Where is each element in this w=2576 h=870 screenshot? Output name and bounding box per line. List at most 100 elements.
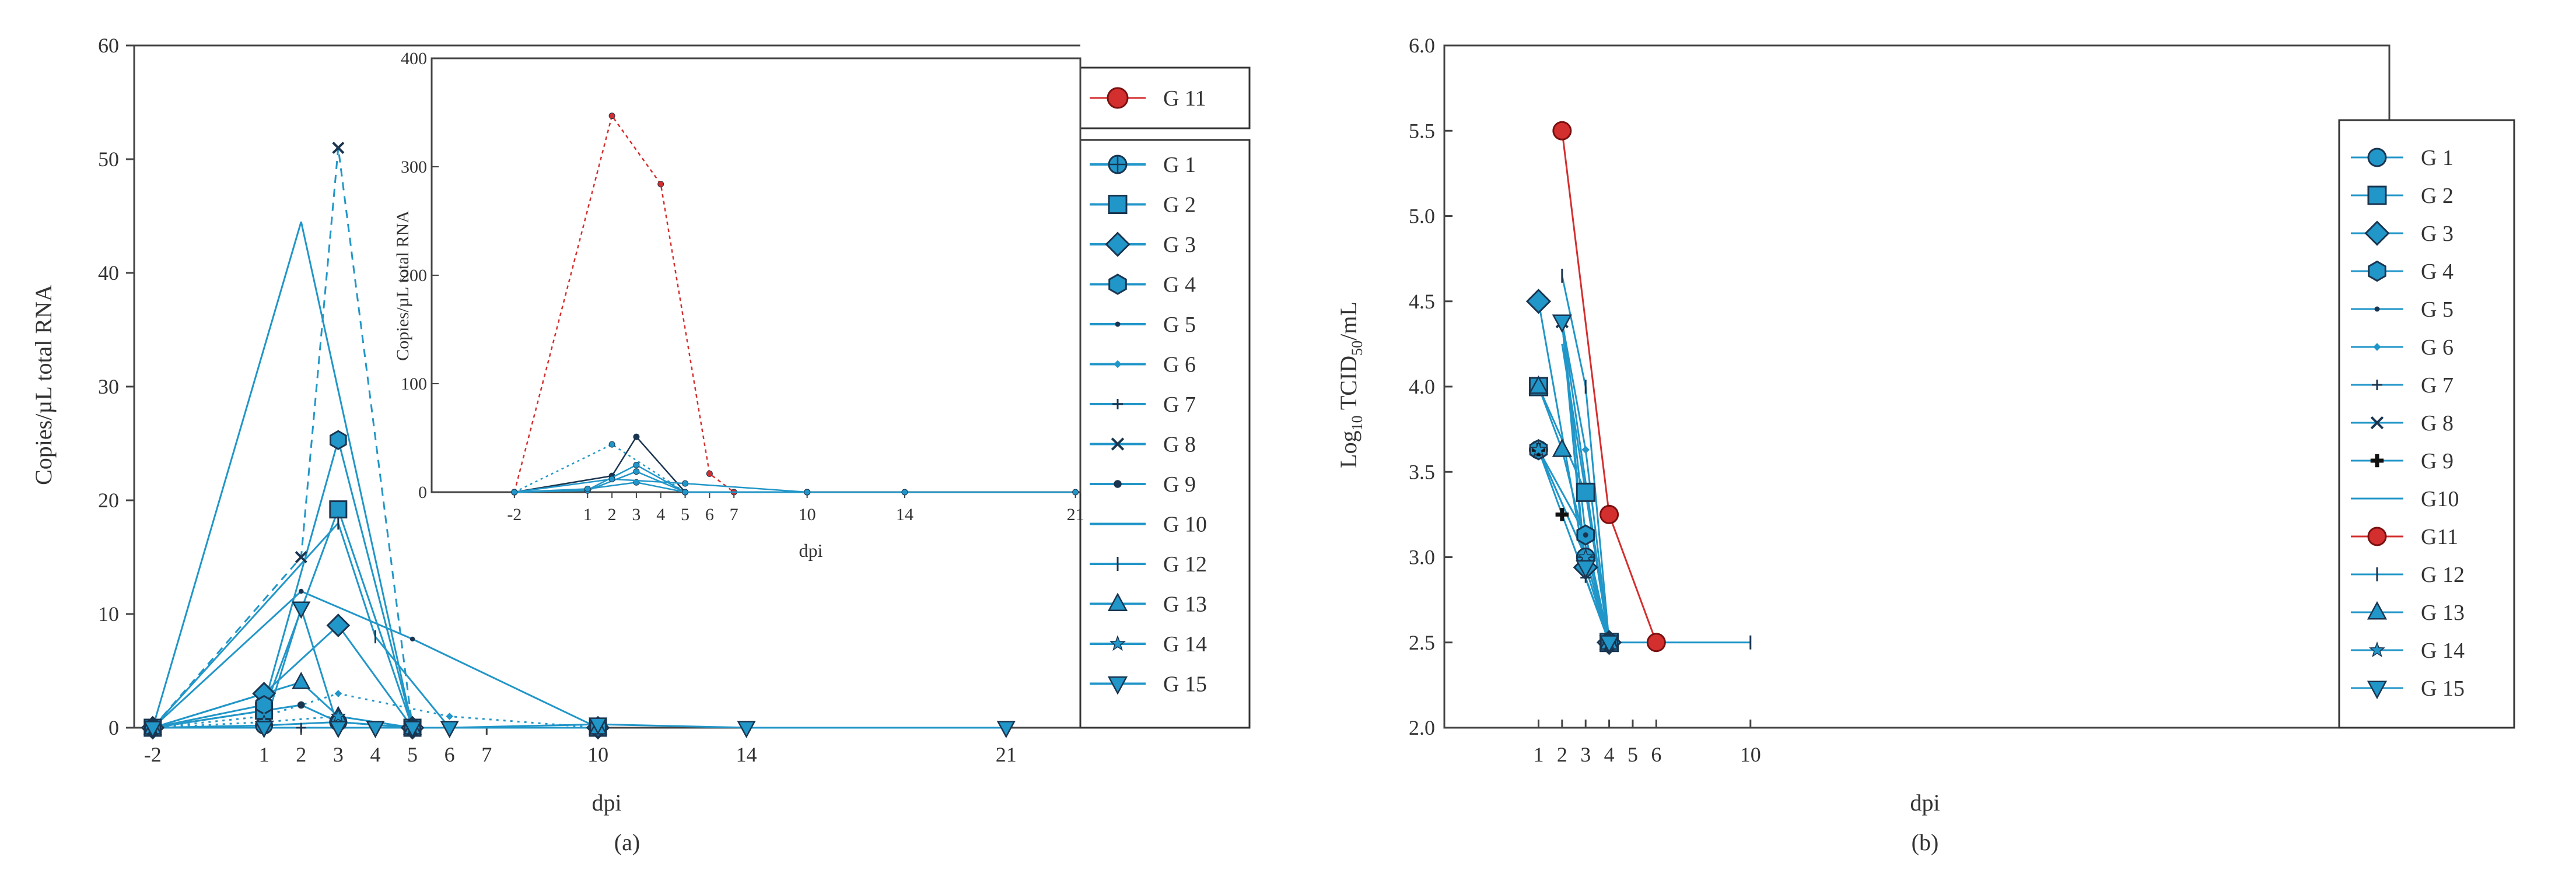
panel-b-point-g-6-1 <box>1581 445 1590 454</box>
panel-a-point-g-15-2 <box>292 601 311 619</box>
panel-a-point-g-8-1-shape <box>295 550 307 564</box>
panel-a-point-g-15-0-shape <box>143 721 162 739</box>
legend-b-marker-g-4-shape <box>2368 260 2386 282</box>
panel-a-point-g-7-1-shape <box>296 722 306 733</box>
inset-frame <box>430 57 1082 493</box>
legend-b-marker-g-9 <box>2370 454 2384 468</box>
inset-point-g-10-1 <box>608 441 615 448</box>
panel-b-ytick-4.0: 4.0 <box>1409 375 1435 398</box>
panel-b-point-g-14-0-shape <box>1530 441 1547 457</box>
legend-a-label-g-13: G 13 <box>1163 592 1207 617</box>
panel-a-point-g-15-4 <box>366 721 385 739</box>
panel-a-series-g-14 <box>152 715 413 729</box>
legend-b-label-g-7: G 7 <box>2421 373 2454 398</box>
panel-a-series-g-8 <box>152 148 414 728</box>
panel-b-point-g-9-1-shape <box>1555 508 1569 521</box>
legend-a-marker-g-11-shape <box>1107 87 1129 109</box>
legend-b-marker-g-14 <box>2368 641 2386 658</box>
legend-b-marker-g-6-shape <box>2373 343 2381 351</box>
panel-a-point-g-5-1 <box>299 588 304 594</box>
panel-b-point-g-13-0-shape <box>1528 375 1549 394</box>
panel-a-xtick-2: 2 <box>296 743 306 766</box>
legend-a-marker-g-5-shape <box>1115 321 1121 327</box>
panel-b-point-g-5-1-shape <box>1583 532 1588 538</box>
legend-b-marker-g-4 <box>2368 260 2386 282</box>
panel-a-point-g-8-2 <box>332 141 345 155</box>
ylabel-log: Log <box>1335 430 1362 468</box>
panel-b-point-g-14-0 <box>1530 441 1547 457</box>
panel-a-xtick-21: 21 <box>996 743 1017 766</box>
legend-a-label-g-14: G 14 <box>1163 632 1207 657</box>
inset-ytick-400: 400 <box>401 49 427 68</box>
legend-a-marker-g-9 <box>1114 480 1122 488</box>
legend-a-marker-g-3-shape <box>1105 231 1130 257</box>
legend-b-label-g-12: G 12 <box>2421 563 2465 587</box>
panel-a-point-g-14-2-shape <box>330 708 346 723</box>
panel-b-point-g11-2 <box>1646 633 1666 653</box>
panel-a-point-g-4-2-shape <box>330 430 347 450</box>
panel-a-point-g-15-9 <box>996 721 1016 739</box>
legend-a-label-g-5: G 5 <box>1163 313 1196 337</box>
legend-b-label-g-2: G 2 <box>2421 184 2454 208</box>
legend-b-label-g-5: G 5 <box>2421 297 2454 322</box>
legend-a-label-g-2: G 2 <box>1163 193 1196 218</box>
panel-b-point-g-15-2 <box>1599 635 1619 654</box>
legend-a-label-g-11: G 11 <box>1163 86 1206 111</box>
panel-b-point-g-6-1-shape <box>1581 445 1590 454</box>
panel-a-point-g-15-3 <box>328 721 348 739</box>
legend-b-marker-g-9-shape <box>2370 454 2384 468</box>
legend-b-marker-g-7 <box>2372 380 2382 390</box>
panel-a-ytick-40: 40 <box>98 261 119 285</box>
legend-a-marker-g-13-shape <box>1107 592 1128 611</box>
panel-a-point-g-5-1-shape <box>299 588 304 594</box>
legend-b-marker-g-3 <box>2364 220 2390 246</box>
panel-a-point-g-15-3-shape <box>328 721 348 739</box>
inset-point-g-5-2 <box>682 480 689 487</box>
panel-b-point-g-3-0 <box>1525 289 1552 314</box>
legend-a-marker-g-15 <box>1107 676 1128 695</box>
legend-a-marker-g-1-cross <box>1109 156 1126 173</box>
panel-b-ytick-2.5: 2.5 <box>1409 631 1435 654</box>
panel-a-xtick-7: 7 <box>481 743 492 766</box>
panel-a-point-g-7-1 <box>296 722 306 733</box>
legend-b-marker-g-1 <box>2367 148 2387 167</box>
legend-b-marker-g-15 <box>2367 680 2388 700</box>
legend-a-marker-g-13 <box>1107 592 1128 611</box>
inset-xtick-2: 2 <box>608 505 617 524</box>
panel-a: Copies/µL total RNA dpi (a) Copies/µL to… <box>30 34 1251 855</box>
panel-b-point-g11-2-shape <box>1646 633 1666 653</box>
legend-b-label-g-14: G 14 <box>2421 639 2465 663</box>
panel-a-xtick-14: 14 <box>736 743 757 766</box>
panel-b-point-g-15-1 <box>1576 560 1596 579</box>
inset-xtick-3: 3 <box>632 505 640 524</box>
legend-b-label-g-8: G 8 <box>2421 411 2454 436</box>
ylabel-sub-10: 10 <box>1349 415 1366 430</box>
legend-b-marker-g-7-shape <box>2372 380 2382 390</box>
inset-xtick-1: 1 <box>583 505 592 524</box>
panel-b-point-g11-0-shape <box>1552 121 1572 141</box>
inset-ylabel: Copies/µL total RNA <box>393 211 412 361</box>
panel-b-ytick-5.0: 5.0 <box>1409 205 1435 228</box>
legend-b-marker-g-5-shape <box>2374 306 2380 312</box>
legend-a-label-g-15: G 15 <box>1163 672 1207 697</box>
panel-a-point-g-2-2 <box>329 500 348 519</box>
panel-b-ytick-3.5: 3.5 <box>1409 460 1435 483</box>
panel-a-ytick-50: 50 <box>98 148 119 171</box>
panel-b-xtick-6: 6 <box>1651 743 1661 766</box>
legend-b-marker-g-2-shape <box>2367 185 2387 205</box>
panel-b-ylabel: Log10 TCID50/mL <box>1335 301 1366 468</box>
panel-b-xtick-4: 4 <box>1604 743 1615 766</box>
legend-b-marker-g-6 <box>2373 343 2381 351</box>
panel-b-point-g-13-0 <box>1528 375 1549 394</box>
legend-b-marker-g-13-shape <box>2367 601 2388 620</box>
panel-b-point-g-15-1-shape <box>1576 560 1596 579</box>
panel-a-point-g-4-1 <box>255 694 273 715</box>
panel-b-legend-box <box>2338 119 2515 729</box>
inset-ytick-100: 100 <box>401 374 427 394</box>
panel-b-point-g-2-1 <box>1576 482 1595 502</box>
panel-b-xtick-2: 2 <box>1557 743 1567 766</box>
panel-b-point-g-15-0 <box>1552 314 1572 333</box>
panel-a-point-g-15-6 <box>440 721 459 739</box>
inset-point-g-4-6 <box>1072 489 1079 496</box>
panel-a-xtick-4: 4 <box>370 743 380 766</box>
